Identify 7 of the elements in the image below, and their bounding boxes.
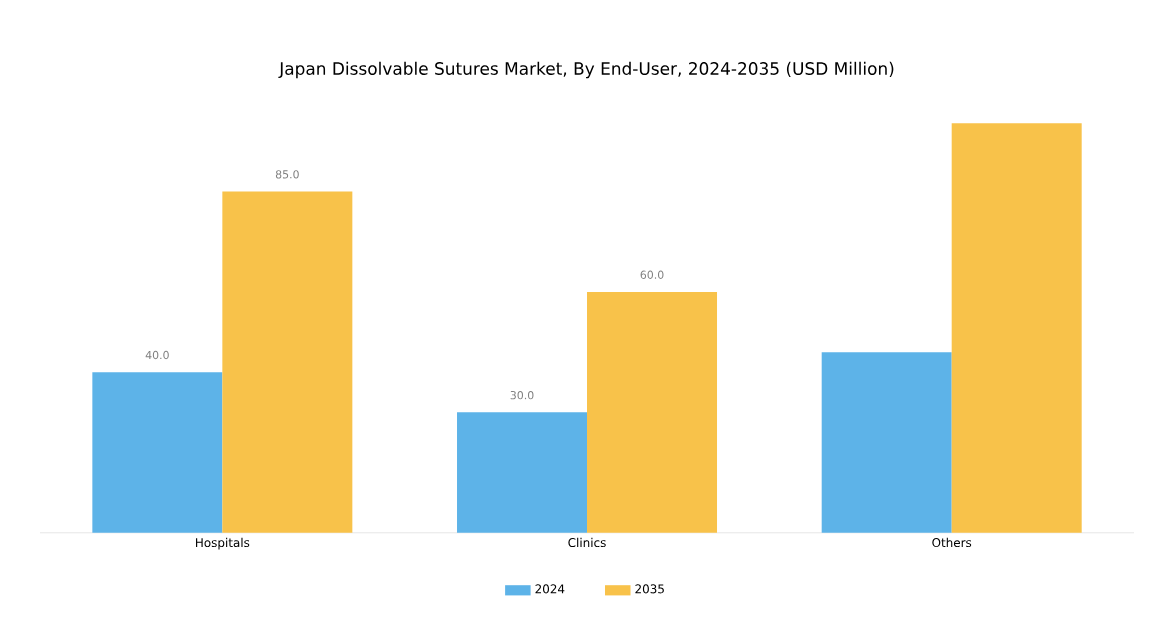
bar: [92, 372, 223, 533]
bar: [821, 352, 952, 533]
bar: [951, 123, 1082, 533]
bar: [457, 412, 588, 533]
bar: [222, 191, 353, 533]
chart-title: Japan Dissolvable Sutures Market, By End-User, 2024-2035 (USD Million): [278, 61, 894, 79]
bar: [587, 291, 718, 533]
